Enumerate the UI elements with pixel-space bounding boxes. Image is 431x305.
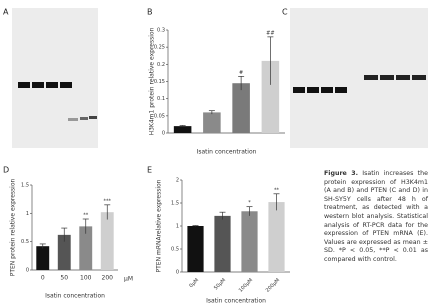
- y-tick-label: 0.5: [171, 247, 179, 253]
- panel-label: E: [147, 166, 152, 175]
- panel-label: A: [3, 8, 9, 17]
- x-tick-label: 0: [41, 275, 45, 282]
- y-tick-label: 1: [176, 224, 179, 230]
- bar: [203, 112, 221, 133]
- band: [335, 87, 347, 93]
- y-tick-label: 1.5: [171, 201, 179, 207]
- y-tick-label: 1.5: [21, 183, 29, 189]
- significance-label: **: [274, 187, 280, 193]
- y-tick-label: 0.15: [154, 79, 165, 85]
- y-tick-label: 0.3: [157, 28, 165, 34]
- significance-label: ***: [104, 198, 112, 204]
- significance-label: **: [83, 213, 89, 219]
- band: [396, 75, 410, 80]
- bar: [214, 215, 231, 272]
- x-tick-label: 0μM: [188, 277, 200, 289]
- band: [80, 117, 88, 120]
- band: [60, 82, 72, 88]
- band: [307, 87, 319, 93]
- bar: [57, 234, 71, 270]
- y-tick-label: 1: [26, 211, 29, 217]
- panel-label: B: [147, 8, 153, 17]
- bar: [241, 211, 258, 272]
- band: [68, 118, 78, 121]
- band: [32, 82, 44, 88]
- caption-label: Figure 3.: [324, 170, 358, 177]
- band: [46, 82, 58, 88]
- blot-c: [290, 8, 428, 148]
- bar: [79, 226, 93, 270]
- x-unit: μM: [124, 276, 133, 283]
- y-tick-label: 0.2: [157, 62, 165, 68]
- bar: [100, 212, 114, 270]
- x-tick-label: 200: [102, 275, 114, 282]
- x-tick-label: 100: [80, 275, 92, 282]
- bar: [36, 246, 50, 270]
- y-axis-label: PTEN mRNArelative expression: [156, 179, 163, 272]
- panel-label: C: [282, 8, 288, 17]
- significance-label: #: [239, 70, 243, 76]
- y-tick-label: 0: [162, 131, 165, 137]
- bar: [261, 60, 280, 133]
- band: [89, 116, 97, 119]
- band: [412, 75, 426, 80]
- bar: [268, 202, 285, 272]
- band: [364, 75, 378, 80]
- band: [18, 82, 30, 88]
- band: [293, 87, 305, 93]
- y-tick-label: 2: [176, 178, 179, 184]
- x-tick-label: 50μM: [213, 277, 227, 291]
- bar: [173, 126, 192, 133]
- x-tick-label: 200μM: [265, 277, 281, 293]
- bar: [187, 226, 204, 272]
- panel-label: D: [3, 166, 9, 175]
- caption: Figure 3. Isatin increases the protein e…: [324, 170, 428, 265]
- significance-label: ##: [266, 30, 274, 36]
- y-axis-label: PTEN protein relative expression: [10, 178, 17, 276]
- x-tick-label: 100μM: [238, 277, 254, 293]
- band: [321, 87, 333, 93]
- band: [380, 75, 394, 80]
- y-axis-label: H3K4m1 protein relative expression: [149, 27, 156, 135]
- caption-text: Isatin increases the protein expression …: [324, 170, 428, 263]
- y-tick-label: 0.25: [154, 45, 165, 51]
- y-tick-label: 0.1: [157, 96, 165, 102]
- blot-a: [12, 8, 98, 148]
- y-tick-label: 0: [176, 270, 179, 276]
- significance-label: *: [248, 200, 251, 206]
- x-axis-label: Isatin concentration: [206, 298, 266, 305]
- bar: [232, 83, 250, 133]
- y-tick-label: 0.05: [154, 113, 165, 119]
- x-tick-label: 50: [60, 275, 68, 282]
- x-axis-label: Isatin concentration: [45, 293, 105, 300]
- blot-background: [12, 8, 98, 148]
- y-tick-label: 0: [26, 268, 29, 274]
- x-axis-label: Isatin concentration: [197, 149, 257, 156]
- y-tick-label: 0.5: [21, 239, 29, 245]
